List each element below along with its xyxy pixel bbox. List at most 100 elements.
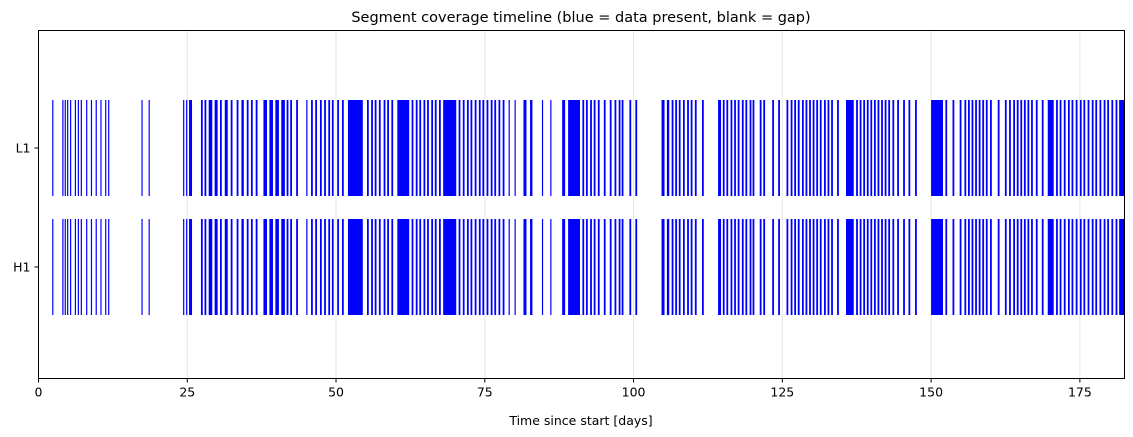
segment-bar-h1-61 (431, 219, 434, 315)
segment-bar-h1-129 (816, 219, 819, 315)
segment-bar-h1-186 (1099, 219, 1102, 315)
segment-bar-l1-97 (661, 100, 665, 196)
segment-bar-l1-36 (290, 100, 292, 196)
segment-bar-l1-171 (1031, 100, 1033, 196)
segment-bar-l1-21 (208, 100, 213, 196)
segment-bar-l1-180 (1075, 100, 1078, 196)
segment-bar-l1-66 (462, 100, 465, 196)
segment-bar-h1-187 (1103, 219, 1106, 315)
segment-bar-h1-63 (438, 219, 441, 315)
segment-bar-h1-74 (494, 219, 497, 315)
segment-bar-l1-12 (105, 100, 107, 196)
segment-bar-h1-164 (1004, 219, 1007, 315)
segment-bar-h1-49 (371, 219, 373, 315)
segment-bar-h1-85 (582, 219, 585, 315)
segment-bar-l1-101 (678, 100, 681, 196)
segment-bar-l1-84 (568, 100, 581, 196)
segment-bar-l1-44 (331, 100, 334, 196)
segment-bar-h1-100 (675, 219, 678, 315)
segment-bar-h1-109 (726, 219, 729, 315)
segment-bar-l1-172 (1035, 100, 1038, 196)
x-tick-label-7: 175 (1068, 385, 1092, 400)
segment-bar-h1-92 (614, 219, 617, 315)
segment-bar-h1-71 (482, 219, 485, 315)
segment-bar-l1-62 (434, 100, 437, 196)
segment-bar-h1-169 (1023, 219, 1026, 315)
segment-bar-h1-91 (609, 219, 612, 315)
segment-bar-h1-96 (635, 219, 638, 315)
segment-bar-h1-159 (978, 219, 981, 315)
segment-bar-l1-76 (502, 100, 505, 196)
segment-bar-l1-111 (734, 100, 736, 196)
segment-bar-l1-71 (482, 100, 485, 196)
segment-bar-h1-142 (877, 219, 880, 315)
segment-bar-h1-97 (661, 219, 665, 315)
segment-bar-l1-166 (1013, 100, 1016, 196)
segment-bar-h1-112 (737, 219, 740, 315)
segment-bar-l1-170 (1027, 100, 1030, 196)
segment-bar-h1-19 (200, 219, 203, 315)
segment-bar-l1-187 (1103, 100, 1106, 196)
segment-bar-l1-154 (959, 100, 962, 196)
segment-bar-l1-116 (752, 100, 755, 196)
segment-bar-l1-82 (550, 100, 552, 196)
segment-bar-h1-147 (897, 219, 899, 315)
segment-bar-h1-141 (873, 219, 876, 315)
segment-bar-l1-88 (593, 100, 596, 196)
segment-bar-h1-150 (915, 219, 917, 315)
segment-bar-h1-139 (866, 219, 869, 315)
segment-bar-l1-52 (383, 100, 386, 196)
segment-bar-l1-191 (1119, 100, 1125, 196)
segment-bar-h1-185 (1095, 219, 1098, 315)
segment-bar-l1-143 (881, 100, 883, 196)
segment-bar-l1-107 (718, 100, 722, 196)
segment-bar-h1-68 (470, 219, 473, 315)
segment-bar-h1-170 (1027, 219, 1030, 315)
segment-bar-h1-167 (1016, 219, 1019, 315)
segment-bar-l1-177 (1063, 100, 1066, 196)
segment-bar-l1-169 (1023, 100, 1026, 196)
segment-bar-l1-56 (411, 100, 414, 196)
segment-bar-h1-123 (794, 219, 797, 315)
segment-bar-l1-153 (952, 100, 955, 196)
segment-bar-h1-140 (870, 219, 873, 315)
segment-bar-l1-41 (319, 100, 322, 196)
segment-bar-l1-173 (1041, 100, 1044, 196)
segment-bar-h1-94 (621, 219, 624, 315)
segment-bar-l1-4 (70, 100, 72, 196)
segment-bar-h1-20 (204, 219, 207, 315)
segment-bar-h1-1 (62, 219, 64, 315)
segment-bar-h1-98 (666, 219, 670, 315)
segment-bar-l1-106 (702, 100, 704, 196)
segment-bar-h1-182 (1083, 219, 1086, 315)
segment-bar-h1-16 (183, 219, 185, 315)
segment-bar-l1-123 (794, 100, 797, 196)
segment-bar-h1-76 (502, 219, 505, 315)
segment-bar-l1-79 (523, 100, 527, 196)
segment-bar-h1-11 (100, 219, 102, 315)
segment-bar-l1-32 (269, 100, 273, 196)
segment-bar-l1-113 (741, 100, 744, 196)
segment-bar-l1-149 (908, 100, 911, 196)
segment-bar-h1-113 (741, 219, 744, 315)
segment-bar-l1-133 (831, 100, 833, 196)
segment-bar-l1-109 (726, 100, 729, 196)
segment-bar-h1-191 (1119, 219, 1125, 315)
segment-bar-h1-9 (90, 219, 93, 315)
segment-bar-l1-48 (366, 100, 369, 196)
segment-bar-l1-67 (466, 100, 469, 196)
segment-bar-l1-108 (722, 100, 725, 196)
segment-bar-l1-8 (86, 100, 88, 196)
segment-bar-l1-100 (675, 100, 678, 196)
segment-bar-h1-121 (786, 219, 789, 315)
segment-bar-h1-55 (397, 219, 410, 315)
segment-bar-h1-125 (801, 219, 804, 315)
segment-bar-l1-64 (443, 100, 457, 196)
segment-bar-l1-90 (603, 100, 606, 196)
x-axis-label: Time since start [days] (508, 413, 652, 428)
segment-bar-h1-175 (1056, 219, 1058, 315)
segment-bar-l1-159 (978, 100, 981, 196)
segment-bar-h1-160 (982, 219, 985, 315)
segment-bar-h1-148 (903, 219, 905, 315)
